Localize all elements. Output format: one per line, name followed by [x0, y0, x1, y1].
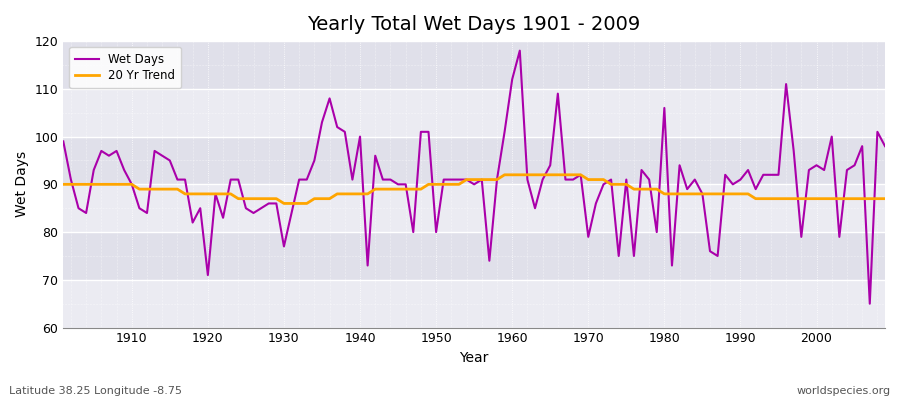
Wet Days	[119, 168, 130, 172]
20 Yr Trend	[58, 182, 68, 187]
X-axis label: Year: Year	[460, 351, 489, 365]
Wet Days	[500, 130, 510, 134]
Line: 20 Yr Trend: 20 Yr Trend	[63, 175, 885, 204]
Bar	[63, 41, 885, 89]
Wet Days	[879, 144, 890, 148]
Wet Days	[515, 48, 526, 53]
20 Yr Trend	[515, 172, 526, 177]
20 Yr Trend	[879, 196, 890, 201]
20 Yr Trend	[119, 182, 130, 187]
20 Yr Trend	[339, 192, 350, 196]
Wet Days	[286, 210, 297, 215]
Legend: Wet Days, 20 Yr Trend: Wet Days, 20 Yr Trend	[69, 47, 181, 88]
Line: Wet Days: Wet Days	[63, 51, 885, 304]
Wet Days	[58, 139, 68, 144]
Y-axis label: Wet Days: Wet Days	[15, 151, 29, 218]
Wet Days	[332, 125, 343, 130]
20 Yr Trend	[278, 201, 289, 206]
Text: worldspecies.org: worldspecies.org	[796, 386, 891, 396]
Title: Yearly Total Wet Days 1901 - 2009: Yearly Total Wet Days 1901 - 2009	[308, 15, 641, 34]
Wet Days	[507, 77, 517, 82]
20 Yr Trend	[613, 182, 624, 187]
Bar	[63, 137, 885, 184]
Wet Days	[606, 177, 616, 182]
20 Yr Trend	[293, 201, 304, 206]
Bar	[63, 89, 885, 137]
Wet Days	[864, 301, 875, 306]
Bar	[63, 232, 885, 280]
Bar	[63, 280, 885, 328]
Text: Latitude 38.25 Longitude -8.75: Latitude 38.25 Longitude -8.75	[9, 386, 182, 396]
Bar	[63, 184, 885, 232]
20 Yr Trend	[500, 172, 510, 177]
20 Yr Trend	[522, 172, 533, 177]
